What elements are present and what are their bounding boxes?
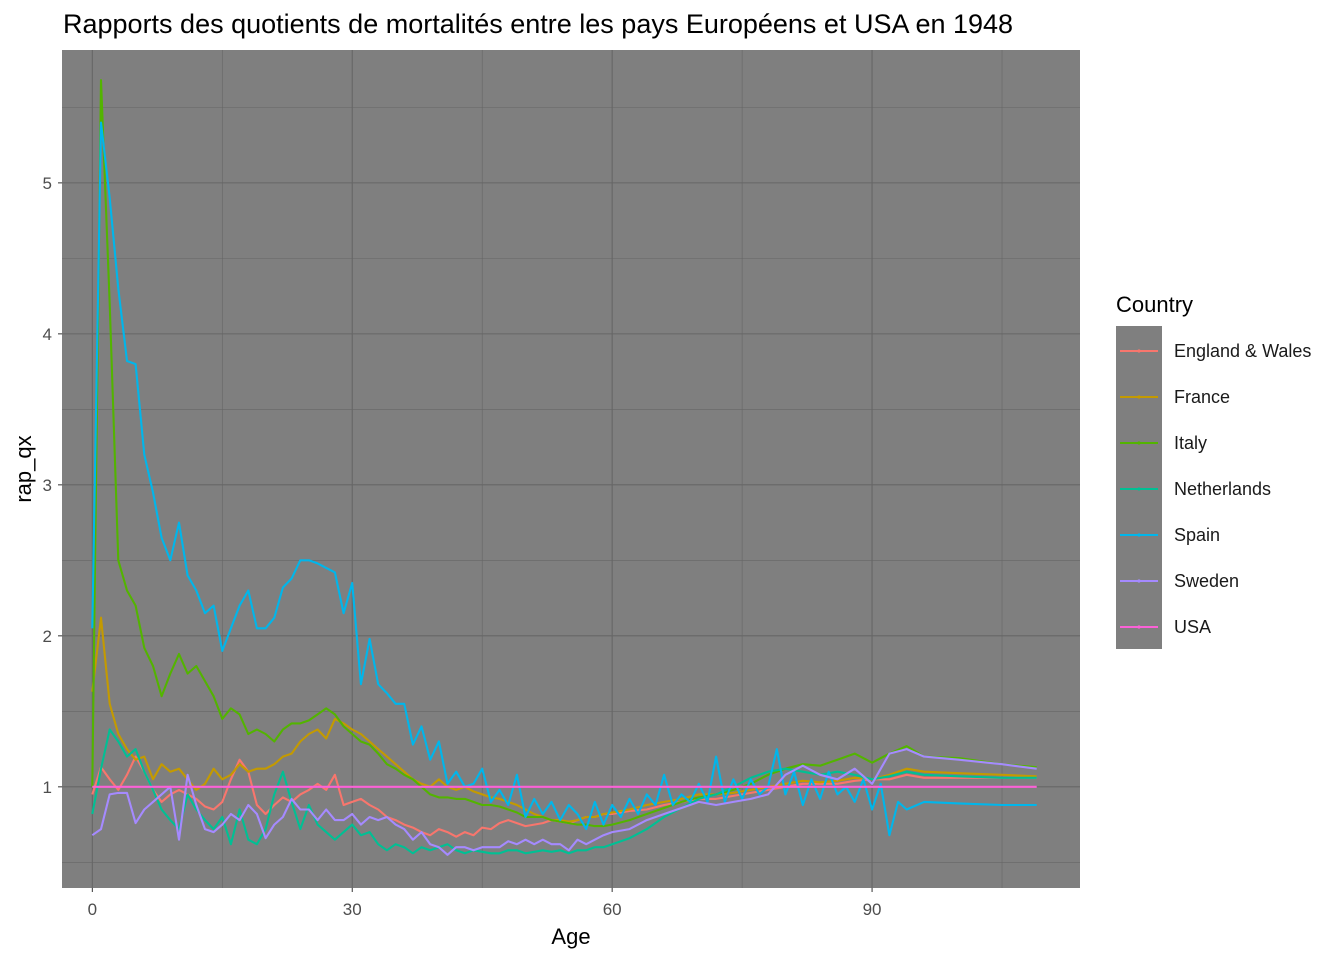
y-tick-label: 2 [43,627,52,646]
series-line-sweden [91,748,1037,856]
series-line-spain [91,121,1037,837]
legend-label-usa: USA [1174,617,1211,637]
x-axis-ticks: 0 30 60 90 [88,888,882,919]
y-tick-label: 4 [43,325,52,344]
legend-label-france: France [1174,387,1230,407]
legend-key-dot-usa [1137,625,1141,629]
y-tick-label: 5 [43,174,52,193]
legend-key-dot-france [1137,395,1141,399]
legend-label-england-wales: England & Wales [1174,341,1311,361]
chart-title: Rapports des quotients de mortalités ent… [63,9,1013,39]
x-tick-label: 90 [863,900,882,919]
legend-label-spain: Spain [1174,525,1220,545]
legend-key-dot-sweden [1137,579,1141,583]
series-line-netherlands [91,728,1037,855]
legend-label-italy: Italy [1174,433,1207,453]
legend: England & Wales France Italy Netherlands Spa… [1120,341,1311,637]
plot-panel [62,50,1080,888]
y-tick-label: 1 [43,778,52,797]
y-tick-label: 3 [43,476,52,495]
legend-key-dot-italy [1137,441,1141,445]
x-axis-title: Age [551,924,590,949]
x-tick-label: 0 [88,900,97,919]
legend-key-dot-england-wales [1137,349,1141,353]
x-tick-label: 30 [343,900,362,919]
series-lines [91,79,1037,856]
minor-gridlines [62,50,1080,888]
series-line-england-wales [91,755,1037,838]
x-tick-label: 60 [603,900,622,919]
legend-title: Country [1116,292,1193,317]
major-gridlines [62,50,1080,888]
legend-label-netherlands: Netherlands [1174,479,1271,499]
y-axis-ticks: 1 2 3 4 5 [43,174,62,797]
legend-label-sweden: Sweden [1174,571,1239,591]
y-axis-title: rap_qx [11,435,36,502]
series-line-france [91,616,1037,823]
legend-key-dot-spain [1137,533,1141,537]
legend-key-dot-netherlands [1137,487,1141,491]
